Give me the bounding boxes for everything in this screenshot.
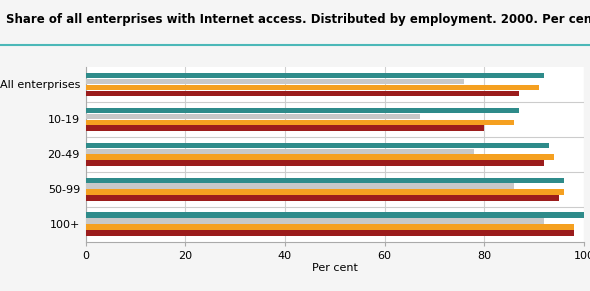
Bar — [86, 120, 514, 125]
Bar — [86, 113, 419, 119]
Bar — [86, 212, 584, 218]
Bar — [86, 148, 474, 154]
Bar — [86, 85, 539, 90]
X-axis label: Per cent: Per cent — [312, 263, 358, 273]
Bar — [86, 143, 549, 148]
Bar — [86, 91, 519, 96]
Bar — [86, 108, 519, 113]
Text: Share of all enterprises with Internet access. Distributed by employment. 2000. : Share of all enterprises with Internet a… — [6, 13, 590, 26]
Bar — [86, 178, 564, 183]
Bar — [86, 160, 544, 166]
Bar — [86, 125, 484, 131]
Bar — [86, 155, 554, 160]
Bar — [86, 230, 574, 236]
Bar — [86, 189, 564, 195]
Bar — [86, 79, 464, 84]
Bar — [86, 183, 514, 189]
Bar — [86, 73, 544, 78]
Bar — [86, 224, 574, 230]
Bar — [86, 195, 559, 201]
Bar — [86, 218, 544, 224]
